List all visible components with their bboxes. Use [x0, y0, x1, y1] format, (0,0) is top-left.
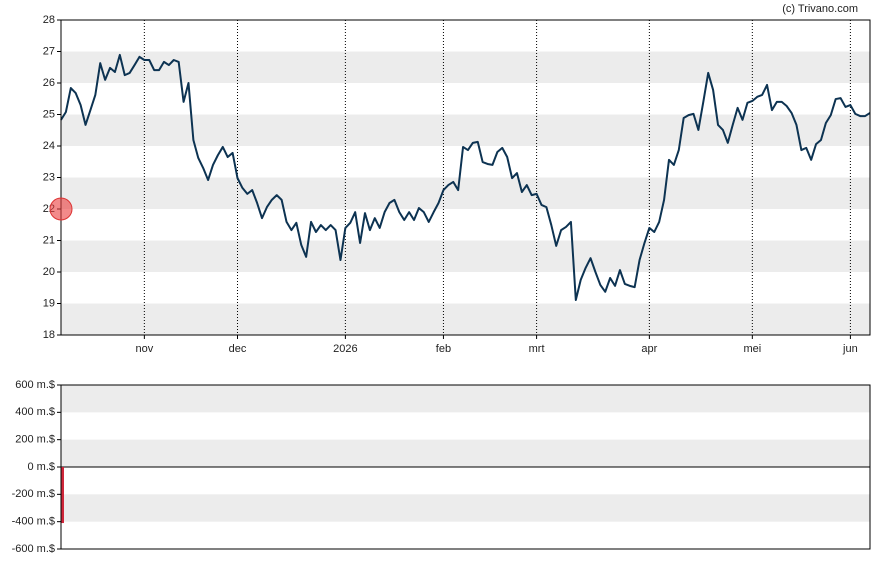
band — [61, 114, 870, 146]
y-tick-label: 200 m.$ — [15, 434, 55, 446]
y-tick-label: 26 — [43, 77, 55, 89]
x-tick-label: nov — [135, 343, 153, 355]
x-tick-label: apr — [641, 343, 657, 355]
x-tick-label: mei — [743, 343, 761, 355]
y-tick-label: 27 — [43, 45, 55, 57]
bar — [61, 467, 64, 524]
y-tick-label: 18 — [43, 329, 55, 341]
source-label: (c) Trivano.com — [782, 3, 858, 15]
x-tick-label: mrt — [529, 343, 545, 355]
highlight-marker — [49, 197, 73, 221]
y-tick-label: -600 m.$ — [12, 543, 55, 555]
y-tick-label: 400 m.$ — [15, 406, 55, 418]
y-tick-label: -400 m.$ — [12, 516, 55, 528]
band — [61, 51, 870, 83]
band — [61, 439, 870, 467]
band — [61, 240, 870, 272]
y-tick-label: 28 — [43, 14, 55, 26]
band — [61, 177, 870, 209]
band — [61, 303, 870, 335]
y-tick-label: 24 — [43, 140, 55, 152]
y-tick-label: -200 m.$ — [12, 488, 55, 500]
y-tick-label: 25 — [43, 108, 55, 120]
y-tick-label: 21 — [43, 234, 55, 246]
price-line — [60, 53, 871, 302]
x-tick-label: 2026 — [333, 343, 357, 355]
y-tick-label: 0 m.$ — [27, 461, 55, 473]
x-tick-label: dec — [229, 343, 247, 355]
plot-frame — [60, 384, 871, 550]
y-tick-label: 23 — [43, 171, 55, 183]
y-tick-label: 19 — [43, 297, 55, 309]
band — [61, 494, 870, 522]
x-tick-label: jun — [842, 343, 858, 355]
band — [61, 385, 870, 413]
x-tick-label: feb — [436, 343, 451, 355]
y-tick-label: 20 — [43, 266, 55, 278]
plot-frame — [60, 19, 871, 336]
y-tick-label: 600 m.$ — [15, 379, 55, 391]
